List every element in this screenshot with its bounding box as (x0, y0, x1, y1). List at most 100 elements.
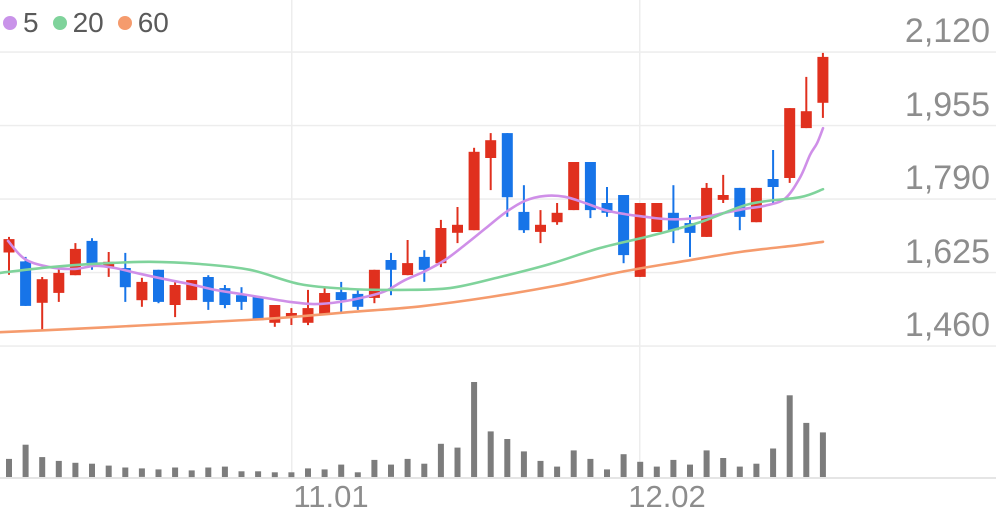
candle-body (352, 293, 364, 307)
price-gridline (0, 124, 996, 127)
candle-body (269, 305, 281, 323)
volume-bar (354, 472, 361, 478)
volume-bar (786, 395, 793, 477)
volume-bar (6, 458, 12, 477)
y-axis-label: 1,460 (904, 306, 990, 344)
candle-body (601, 203, 613, 213)
volume-bar (604, 469, 610, 477)
price-gridline (0, 345, 996, 347)
candle-body (368, 269, 380, 298)
candle-body (69, 248, 81, 276)
volume-bar (520, 451, 527, 478)
volume-bar (138, 468, 145, 477)
volume-bar (504, 439, 511, 477)
candle-body (153, 269, 164, 302)
volume-bar (703, 450, 710, 477)
y-axis-label: 2,120 (904, 12, 990, 50)
candle-body (418, 256, 430, 270)
candle-body (3, 239, 15, 253)
candle-wick (307, 289, 309, 326)
volume-bar (554, 466, 561, 477)
candle-body (53, 272, 65, 293)
volume-bar (155, 469, 162, 477)
candle-body (36, 279, 48, 303)
y-axis-label: 1,955 (904, 85, 990, 124)
legend-label-ma5: 5 (23, 7, 39, 38)
volume-bar (22, 444, 29, 477)
candle-body (435, 228, 447, 264)
candle-body (551, 212, 563, 223)
price-gridline (0, 198, 996, 200)
candle-body (136, 281, 148, 301)
volume-bar (238, 471, 245, 477)
volume-bar (620, 454, 627, 477)
volume-bar (122, 467, 129, 477)
volume-bar (471, 382, 478, 477)
candle-body (584, 162, 596, 211)
volume-bar (305, 468, 311, 477)
y-axis-label: 1,625 (904, 232, 990, 271)
candle-wick (522, 185, 525, 233)
volume-bar (371, 459, 378, 477)
volume-bar (188, 470, 195, 478)
volume-bar (255, 471, 262, 477)
candle-body (535, 224, 546, 232)
candle-body (734, 187, 746, 217)
ma20-line (0, 187, 825, 292)
volume-bar (537, 460, 544, 478)
volume-bar (687, 464, 693, 477)
candle-body (501, 133, 513, 198)
candle-body (800, 111, 812, 129)
volume-bar (670, 459, 677, 477)
price-gridline (0, 51, 996, 53)
candle-wick (8, 236, 10, 275)
legend-label-ma60: 60 (137, 7, 169, 38)
volume-bar (288, 472, 295, 478)
volume-bar (736, 466, 743, 477)
volume-bar (221, 466, 228, 477)
volume-bar (388, 464, 394, 477)
candle-body (767, 179, 779, 187)
candle-body (701, 187, 713, 237)
ma60-line (0, 240, 825, 334)
candle-body (618, 195, 630, 256)
volume-bar (404, 458, 411, 477)
candle-body (684, 223, 696, 233)
volume-bar (89, 463, 95, 477)
ma-legend: 5 20 60 (3, 7, 183, 39)
date-gridline (291, 0, 293, 478)
candle-body (667, 212, 679, 231)
legend-item-ma60: 60 (117, 7, 169, 39)
volume-bar (205, 467, 212, 477)
volume-bar (720, 458, 727, 477)
candle-body (817, 56, 829, 103)
ma60-color-dot-icon (117, 16, 132, 30)
candle-wick (722, 174, 725, 203)
candle-body (236, 295, 247, 302)
candle-body (285, 313, 297, 318)
volume-bar (437, 443, 444, 478)
legend-item-ma5: 5 (3, 7, 39, 39)
volume-bar (338, 464, 345, 477)
candle-body (252, 297, 264, 321)
volume-bar (105, 465, 112, 477)
volume-bar (653, 466, 660, 477)
volume-bar (487, 431, 494, 477)
candle-body (86, 240, 98, 265)
volume-bar (39, 457, 46, 477)
candle-body (568, 162, 580, 211)
candle-wick (406, 240, 409, 276)
volume-bar (72, 462, 79, 478)
candle-body (186, 280, 198, 301)
candle-wick (689, 215, 691, 257)
candle-body (335, 292, 347, 301)
candle-body (750, 187, 762, 223)
candle-body (103, 261, 115, 268)
ma5-color-dot-icon (3, 16, 17, 30)
x-axis-label: 11.01 (293, 479, 369, 514)
legend-label-ma20: 20 (72, 7, 104, 38)
volume-bar (753, 463, 760, 477)
volume-bar (570, 450, 577, 477)
